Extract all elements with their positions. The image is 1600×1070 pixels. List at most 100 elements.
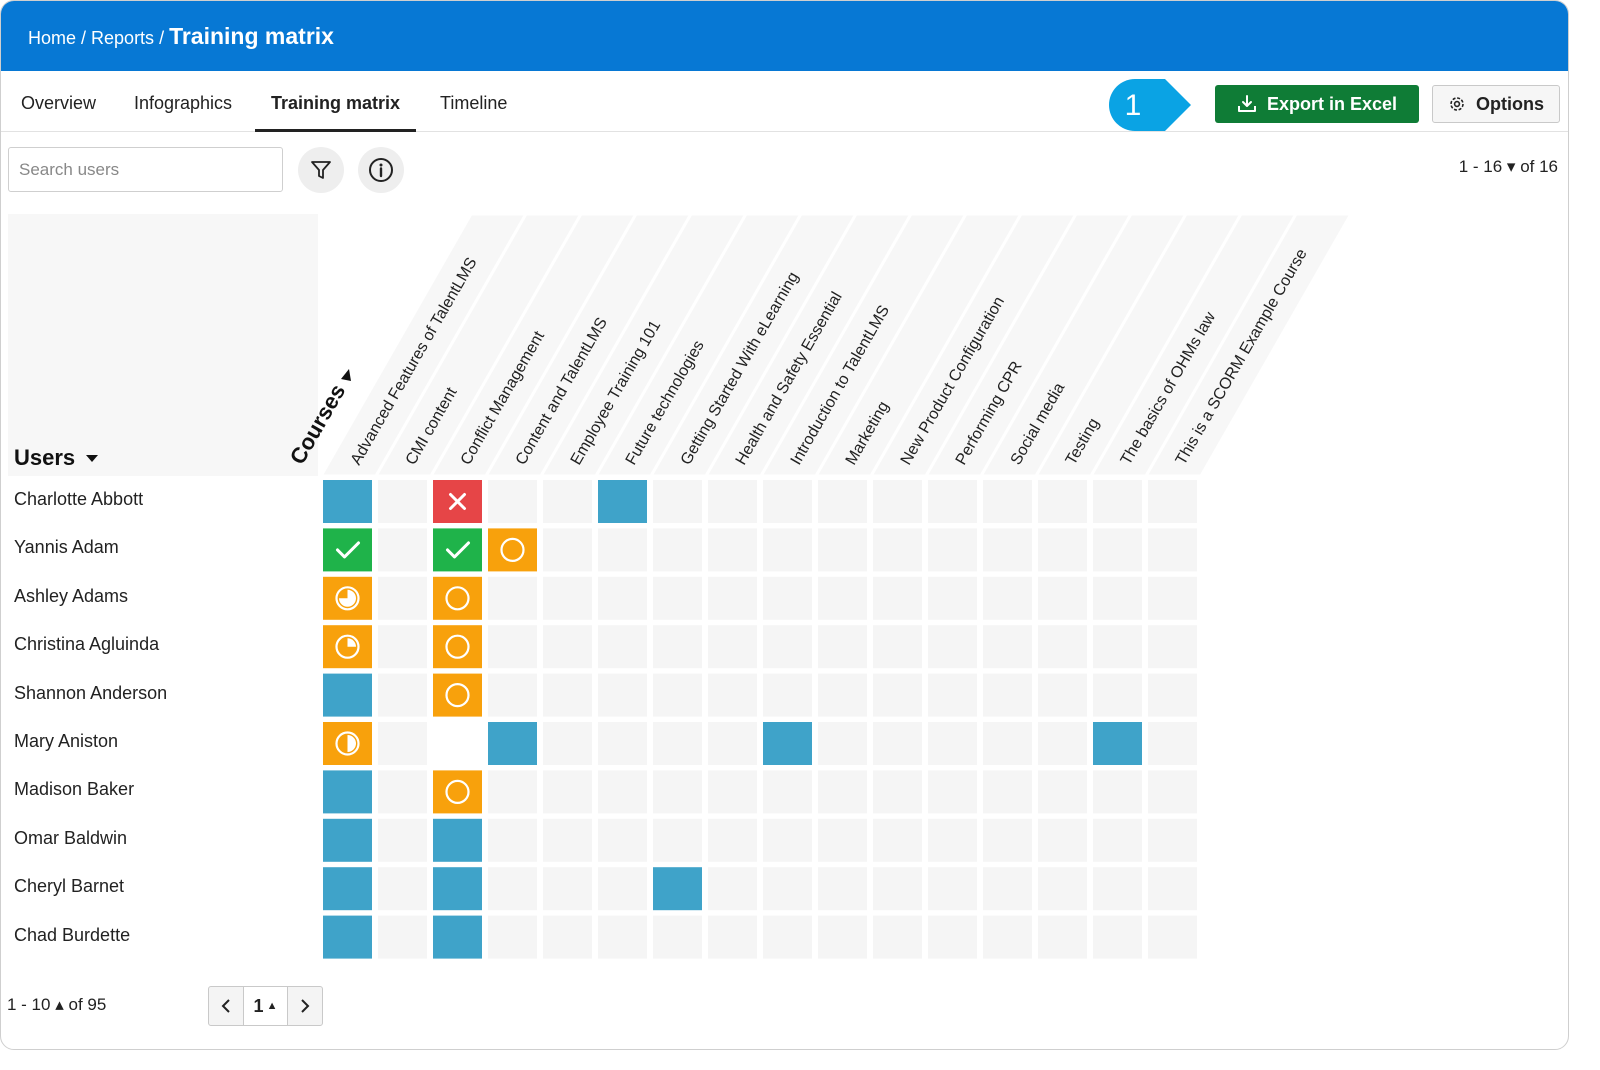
matrix-cell-enrolled[interactable] (323, 818, 372, 862)
matrix-cell-empty[interactable] (1148, 528, 1197, 572)
matrix-cell-empty[interactable] (378, 770, 427, 814)
matrix-cell-empty[interactable] (873, 770, 922, 814)
matrix-cell-empty[interactable] (543, 480, 592, 523)
matrix-cell-empty[interactable] (378, 915, 427, 959)
matrix-cell-empty[interactable] (543, 867, 592, 911)
matrix-cell-empty[interactable] (598, 867, 647, 911)
matrix-cell-empty[interactable] (928, 480, 977, 523)
matrix-cell-empty[interactable] (1038, 915, 1087, 959)
caret-up-icon[interactable]: ▴ (55, 995, 64, 1014)
matrix-cell-empty[interactable] (708, 818, 757, 862)
matrix-cell-empty[interactable] (1148, 480, 1197, 523)
matrix-cell-empty[interactable] (873, 722, 922, 765)
matrix-cell-empty[interactable] (873, 915, 922, 959)
matrix-cell-empty[interactable] (653, 528, 702, 572)
matrix-cell-completed[interactable] (433, 528, 482, 572)
matrix-cell-empty[interactable] (708, 625, 757, 669)
matrix-cell-empty[interactable] (708, 673, 757, 717)
matrix-cell-empty[interactable] (378, 576, 427, 620)
breadcrumb-reports[interactable]: Reports (91, 28, 155, 48)
matrix-cell-empty[interactable] (598, 576, 647, 620)
matrix-cell-empty[interactable] (1038, 867, 1087, 911)
matrix-cell-empty[interactable] (1093, 818, 1142, 862)
matrix-cell-empty[interactable] (983, 818, 1032, 862)
matrix-cell-empty[interactable] (543, 673, 592, 717)
matrix-cell-empty[interactable] (543, 818, 592, 862)
matrix-cell-empty[interactable] (928, 818, 977, 862)
matrix-cell-empty[interactable] (653, 480, 702, 523)
matrix-cell-enrolled[interactable] (323, 770, 372, 814)
matrix-cell-empty[interactable] (818, 770, 867, 814)
matrix-cell-empty[interactable] (763, 770, 812, 814)
user-name[interactable]: Omar Baldwin (14, 827, 128, 848)
matrix-cell-empty[interactable] (818, 722, 867, 765)
user-name[interactable]: Yannis Adam (14, 537, 119, 558)
matrix-cell-empty[interactable] (928, 867, 977, 911)
matrix-cell-empty[interactable] (873, 528, 922, 572)
user-name[interactable]: Christina Agluinda (14, 634, 160, 655)
matrix-cell-empty[interactable] (543, 770, 592, 814)
matrix-cell-empty[interactable] (1148, 576, 1197, 620)
matrix-cell-empty[interactable] (873, 480, 922, 523)
matrix-cell-enrolled[interactable] (763, 722, 812, 765)
matrix-cell-enrolled[interactable] (598, 480, 647, 523)
matrix-cell-empty[interactable] (488, 480, 537, 523)
matrix-cell-empty[interactable] (378, 867, 427, 911)
matrix-cell-empty[interactable] (488, 915, 537, 959)
matrix-cell-empty[interactable] (543, 722, 592, 765)
matrix-cell-empty[interactable] (1038, 625, 1087, 669)
matrix-cell-completed[interactable] (323, 528, 372, 572)
matrix-cell-empty[interactable] (928, 576, 977, 620)
matrix-cell-enrolled[interactable] (433, 818, 482, 862)
search-users-input[interactable] (8, 147, 283, 192)
matrix-cell-failed[interactable] (433, 480, 482, 523)
matrix-cell-empty[interactable] (763, 576, 812, 620)
matrix-cell-empty[interactable] (1093, 625, 1142, 669)
next-page-button[interactable] (288, 987, 322, 1025)
matrix-cell-empty[interactable] (928, 528, 977, 572)
matrix-cell-empty[interactable] (708, 915, 757, 959)
matrix-cell-empty[interactable] (1038, 770, 1087, 814)
options-button[interactable]: Options (1432, 85, 1560, 123)
matrix-cell-empty[interactable] (1093, 867, 1142, 911)
matrix-cell-enrolled[interactable] (653, 867, 702, 911)
breadcrumb-home[interactable]: Home (28, 28, 77, 48)
prev-page-button[interactable] (209, 987, 243, 1025)
matrix-cell-empty[interactable] (983, 625, 1032, 669)
matrix-cell-empty[interactable] (1093, 576, 1142, 620)
tab-overview[interactable]: Overview (21, 93, 97, 113)
matrix-cell-empty[interactable] (818, 818, 867, 862)
matrix-cell-empty[interactable] (983, 770, 1032, 814)
tab-training-matrix[interactable]: Training matrix (255, 71, 417, 132)
matrix-cell-empty[interactable] (983, 722, 1032, 765)
matrix-cell-empty[interactable] (928, 770, 977, 814)
matrix-cell-empty[interactable] (598, 625, 647, 669)
matrix-cell-empty[interactable] (1038, 480, 1087, 523)
matrix-cell-empty[interactable] (1148, 915, 1197, 959)
matrix-cell-progress-25[interactable] (323, 625, 372, 669)
matrix-cell-empty[interactable] (983, 867, 1032, 911)
user-name[interactable]: Cheryl Barnet (14, 876, 125, 897)
matrix-cell-empty[interactable] (708, 528, 757, 572)
matrix-cell-empty[interactable] (983, 528, 1032, 572)
matrix-cell-empty[interactable] (488, 818, 537, 862)
matrix-cell-empty[interactable] (983, 915, 1032, 959)
user-name[interactable]: Mary Aniston (14, 731, 119, 751)
matrix-cell-empty[interactable] (653, 673, 702, 717)
matrix-cell-empty[interactable] (818, 867, 867, 911)
matrix-cell-empty[interactable] (488, 770, 537, 814)
matrix-cell-empty[interactable] (1148, 625, 1197, 669)
matrix-cell-empty[interactable] (873, 625, 922, 669)
matrix-cell-empty[interactable] (1038, 528, 1087, 572)
matrix-cell-empty[interactable] (1148, 818, 1197, 862)
matrix-cell-empty[interactable] (378, 625, 427, 669)
matrix-cell-empty[interactable] (1148, 722, 1197, 765)
matrix-cell-empty[interactable] (763, 818, 812, 862)
matrix-cell-empty[interactable] (1093, 528, 1142, 572)
users-pager[interactable]: 1 - 10 ▴ of 95 (7, 995, 106, 1015)
matrix-cell-empty[interactable] (488, 673, 537, 717)
matrix-cell-empty[interactable] (653, 576, 702, 620)
matrix-cell-empty[interactable] (818, 480, 867, 523)
matrix-cell-enrolled[interactable] (323, 480, 372, 523)
matrix-cell-empty[interactable] (983, 576, 1032, 620)
